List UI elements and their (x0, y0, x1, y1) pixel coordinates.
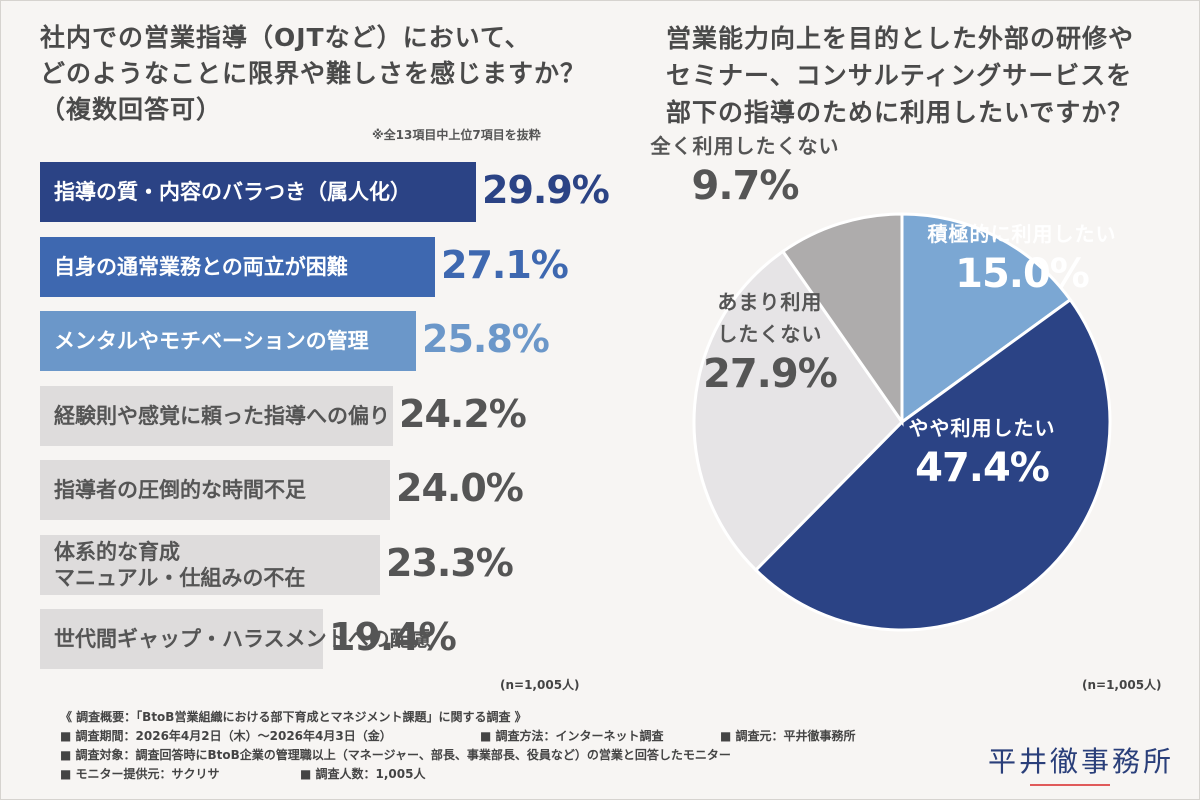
pie-category-label: 全く利用したくない (650, 134, 840, 158)
pie-value-label: 9.7% (691, 163, 800, 209)
left-chart-sample-size: (n=1,005人) (500, 678, 580, 692)
pie-category-label: やや利用したい (908, 416, 1056, 440)
logo-underline (1030, 784, 1110, 786)
bar-value-label: 23.3% (386, 540, 514, 585)
right-title-line: セミナー、コンサルティングサービスを (666, 61, 1133, 90)
pie-category-label: あまり利用 したくない (717, 290, 823, 346)
bar (40, 236, 435, 297)
bar-value-label: 25.8% (422, 317, 550, 361)
right-title-line: 営業能力向上を目的とした外部の研修や (666, 24, 1135, 53)
survey-target: ■ 調査対象：調査回答時にBtoB企業の管理職以上（マネージャー、部長、事業部長… (60, 748, 731, 762)
bar-value-label: 29.9% (482, 168, 610, 212)
pie-slice-label: 積極的に利用したい 15.0% (928, 218, 1117, 298)
survey-title: 《 調査概要：「BtoB営業組織における部下育成とマネジメント課題」に関する調査… (60, 710, 527, 724)
bar (40, 460, 390, 520)
pie-value-label: 27.9% (703, 351, 838, 397)
survey-period: ■ 調査期間：2026年4月2日（木）〜2026年4月3日（金） (60, 729, 392, 743)
bar-value-label: 24.0% (396, 466, 524, 510)
bar (40, 162, 476, 222)
left-chart-note: ※全13項目中上位7項目を抜粋 (372, 128, 541, 142)
pie-slice (780, 212, 904, 427)
pie-slice-label: やや利用したい 47.4% (909, 412, 1056, 492)
company-logo: 平井徹事務所 (988, 745, 1175, 778)
pie-value-label: 47.4% (915, 445, 1050, 491)
bar-value-label: 19.4% (329, 615, 457, 659)
survey-summary: 《 調査概要：「BtoB営業組織における部下育成とマネジメント課題」に関する調査… (60, 708, 856, 784)
survey-provider: ■ モニター提供元：サクリサ (60, 767, 220, 781)
pie-slice (753, 297, 1112, 632)
bar (40, 311, 416, 371)
bar-value-label: 24.2% (399, 391, 527, 436)
bar (40, 534, 380, 595)
pie-slice-label: 全く利用したくない 9.7% (651, 130, 840, 210)
survey-count: ■ 調査人数：1,005人 (300, 767, 426, 781)
left-title-line: （複数回答可） (40, 95, 223, 124)
bar-value-label: 27.1% (441, 242, 569, 287)
left-chart-title: 社内での営業指導（OJTなど）において、 どのようなことに限界や難しさを感じます… (40, 20, 620, 128)
pie-value-label: 15.0% (955, 251, 1090, 297)
left-title-line: どのようなことに限界や難しさを感じますか？ (40, 59, 587, 88)
survey-source: ■ 調査元：平井徹事務所 (720, 729, 856, 743)
bar-category-label: 指導の質・内容のバラつき（属人化） (54, 180, 411, 204)
bar-category-label: 指導者の圧倒的な時間不足 (54, 478, 306, 502)
pie-slice-label: あまり利用 したくない 27.9% (703, 286, 838, 398)
right-chart-sample-size: (n=1,005人) (1082, 678, 1162, 692)
bar-category-label: メンタルやモチベーションの管理 (54, 329, 369, 353)
pie-slice (692, 249, 904, 573)
bar-category-label: 自身の通常業務との両立が困難 (54, 254, 348, 279)
pie-category-label: 積極的に利用したい (927, 222, 1117, 246)
right-title-line: 部下の指導のために利用したいですか？ (666, 98, 1134, 127)
survey-method: ■ 調査方法：インターネット調査 (480, 729, 664, 743)
bar-category-label: 世代間ギャップ・ハラスメントへの配慮 (54, 627, 432, 651)
bar (40, 385, 393, 446)
bar-category-label: 体系的な育成 マニュアル・仕組みの不在 (54, 539, 306, 590)
pie-slice (900, 212, 1073, 425)
bar-category-label: 経験則や感覚に頼った指導への偏り (54, 403, 390, 428)
bar (40, 609, 323, 669)
right-chart-title: 営業能力向上を目的とした外部の研修や セミナー、コンサルティングサービスを 部下… (666, 20, 1186, 131)
left-title-line: 社内での営業指導（OJTなど）において、 (40, 23, 531, 52)
